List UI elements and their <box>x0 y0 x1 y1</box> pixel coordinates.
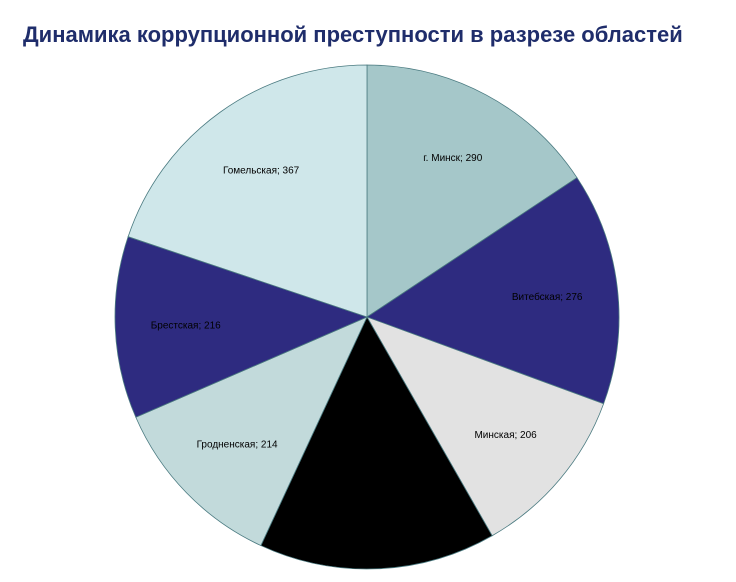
pie-slice <box>135 316 368 547</box>
pie-labels: г. Минск; 290 Витебская; 276 Минская; 206 Г… <box>151 153 583 451</box>
pie-slice <box>366 316 605 537</box>
pie-slice <box>366 64 578 318</box>
pie-slices <box>114 64 620 570</box>
slice-label: Брестская; 216 <box>151 321 221 332</box>
pie-slice <box>114 236 369 418</box>
slice-label: г. Минск; 290 <box>423 153 482 164</box>
slice-label: Витебская; 276 <box>512 291 583 303</box>
slice-label: Минская; 206 <box>474 430 537 441</box>
pie-slice <box>366 177 620 405</box>
pie-slice <box>260 316 493 570</box>
chart-title: Динамика коррупционной преступности в ра… <box>23 22 683 47</box>
slice-label: Гомельская; 367 <box>223 166 300 177</box>
pie-slice <box>127 64 368 318</box>
slice-label: Гродненская; 214 <box>197 440 278 451</box>
